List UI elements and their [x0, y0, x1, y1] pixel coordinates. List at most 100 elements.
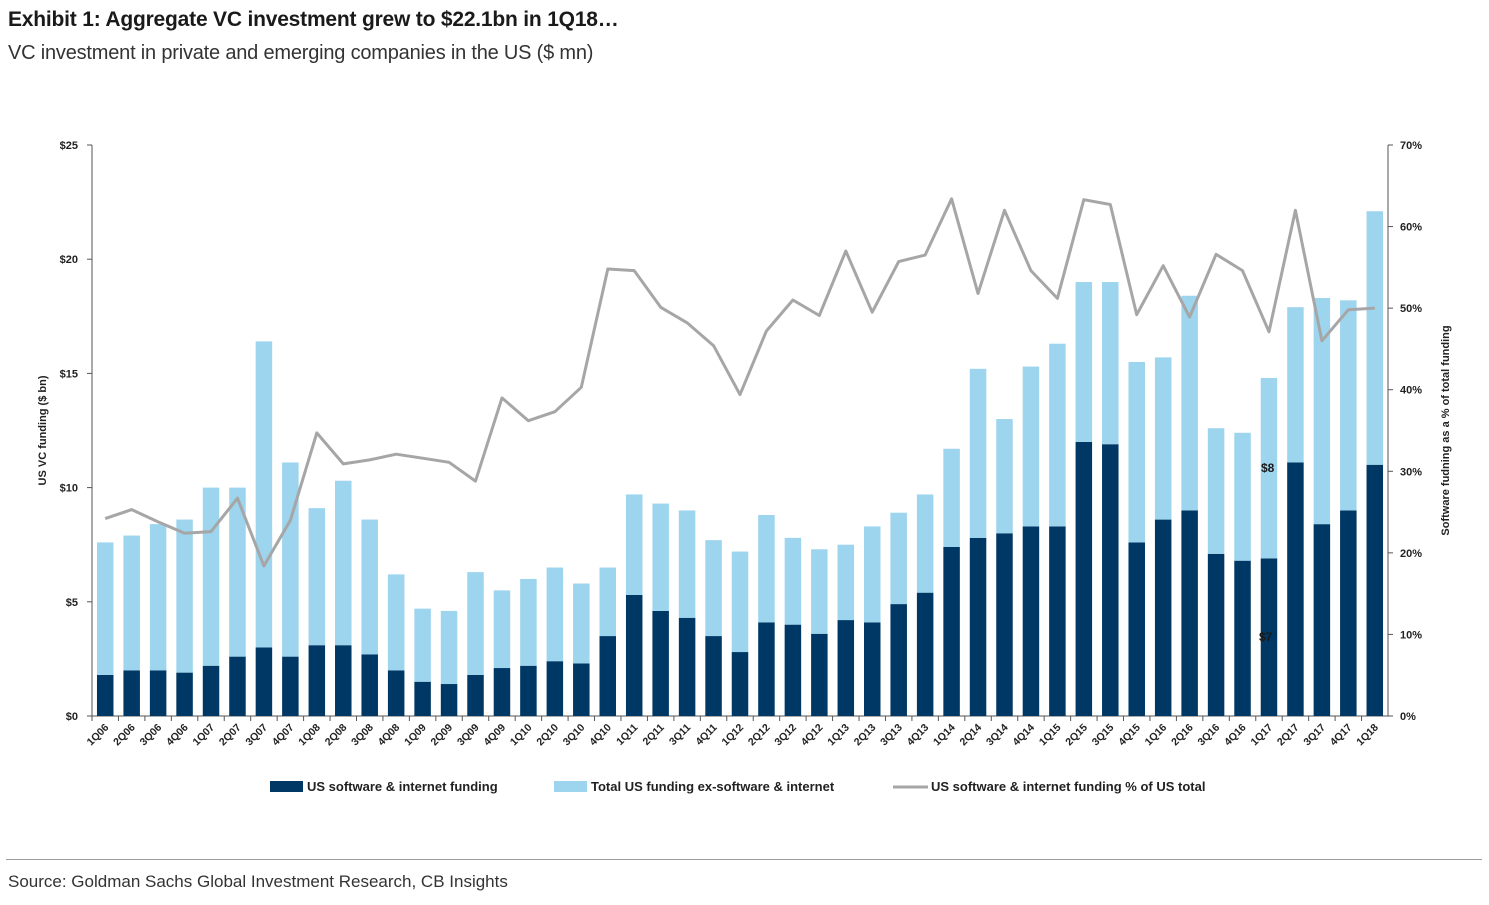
- bar-ex-software: [202, 487, 220, 666]
- x-tick-label: 1Q18: [1354, 722, 1381, 749]
- source-note: Source: Goldman Sachs Global Investment …: [8, 872, 508, 891]
- line-group: [104, 197, 1375, 568]
- x-tick-label: 4Q09: [481, 722, 508, 749]
- x-tick-label: 2Q12: [746, 722, 773, 749]
- x-tick-label: 3Q07: [243, 722, 270, 749]
- x-tick-label: 2Q10: [534, 722, 561, 749]
- x-tick-label: 2Q13: [852, 722, 879, 749]
- bar-software: [652, 610, 669, 716]
- x-tick-label: 1Q12: [719, 722, 746, 749]
- bar-ex-software: [308, 508, 326, 646]
- x-tick-label: 1Q17: [1248, 722, 1275, 749]
- bar-software: [1181, 510, 1198, 716]
- x-tick-label: 1Q10: [508, 722, 535, 749]
- y-tick-label: $15: [60, 368, 78, 380]
- bar-ex-software: [678, 510, 696, 618]
- bar-ex-software: [123, 535, 140, 671]
- y2-tick-label: 40%: [1400, 385, 1422, 397]
- bar-software: [758, 622, 775, 716]
- legend-swatch-software: [270, 781, 303, 792]
- x-tick-label: 3Q15: [1090, 722, 1117, 749]
- bar-software: [1102, 444, 1119, 716]
- x-tick-label: 4Q12: [799, 722, 826, 749]
- page-subtitle: VC investment in private and emerging co…: [8, 42, 594, 64]
- x-tick-label: 3Q12: [772, 722, 799, 749]
- bar-ex-software: [96, 542, 114, 675]
- bar-software: [890, 604, 907, 716]
- x-tick-label: 3Q16: [1196, 722, 1223, 749]
- x-tick-label: 2Q07: [217, 722, 244, 749]
- x-tick-label: 4Q17: [1328, 722, 1355, 749]
- bar-software: [335, 645, 352, 716]
- annotation-label: $7: [1259, 630, 1273, 644]
- bar-software: [546, 661, 564, 716]
- y2-tick-label: 20%: [1400, 548, 1422, 560]
- annotation-label: $8: [1261, 461, 1275, 475]
- bar-ex-software: [255, 341, 273, 648]
- bar-software: [996, 533, 1013, 716]
- x-tick-label: 3Q13: [878, 722, 905, 749]
- bar-ex-software: [758, 515, 775, 623]
- x-tick-label: 2Q06: [111, 722, 138, 749]
- bar-software: [229, 656, 246, 716]
- x-tick-label: 4Q13: [905, 722, 932, 749]
- y-tick-label: $5: [66, 597, 78, 609]
- bar-software: [943, 546, 960, 716]
- legend-label-software: US software & internet funding: [307, 779, 498, 794]
- legend-group: US software & internet funding Total US f…: [270, 779, 1205, 794]
- bar-ex-software: [599, 567, 617, 637]
- bar-software: [1128, 542, 1145, 716]
- x-tick-label: 3Q06: [138, 722, 165, 749]
- bar-software: [308, 645, 326, 716]
- bar-ex-software: [1075, 282, 1093, 442]
- labels-group: $8 $7: [1259, 461, 1275, 644]
- bar-software: [573, 663, 590, 716]
- bar-software: [1260, 558, 1278, 716]
- bar-software: [96, 674, 114, 716]
- y-tick-label: $25: [60, 140, 78, 152]
- x-tick-label: 4Q11: [693, 722, 719, 748]
- bar-ex-software: [705, 540, 722, 637]
- bar-ex-software: [890, 512, 907, 605]
- bar-software: [784, 624, 802, 716]
- bar-ex-software: [1049, 343, 1066, 527]
- bar-ex-software: [440, 610, 458, 685]
- x-tick-label: 4Q10: [587, 722, 614, 749]
- bar-software: [731, 652, 749, 716]
- bar-ex-software: [1260, 377, 1278, 559]
- y2-tick-label: 60%: [1400, 222, 1422, 234]
- bar-software: [705, 636, 722, 716]
- x-tick-label: 4Q16: [1222, 722, 1249, 749]
- bar-ex-software: [943, 448, 960, 547]
- bar-ex-software: [361, 519, 378, 655]
- bar-software: [1154, 519, 1172, 716]
- bar-ex-software: [1128, 361, 1145, 543]
- y-axis-title: US VC funding ($ bn): [37, 375, 49, 485]
- bar-software: [255, 647, 273, 716]
- y-tick-label: $10: [60, 483, 78, 495]
- bar-software: [387, 670, 405, 716]
- bar-ex-software: [1102, 282, 1119, 445]
- x-tick-label: 3Q08: [349, 722, 376, 749]
- bar-ex-software: [1340, 300, 1357, 511]
- page-title: Exhibit 1: Aggregate VC investment grew …: [8, 8, 619, 31]
- bar-software: [916, 592, 934, 716]
- bar-ex-software: [467, 572, 484, 675]
- bar-software: [493, 668, 511, 716]
- bar-software: [625, 594, 643, 716]
- bar-software: [1022, 526, 1040, 716]
- bar-ex-software: [1022, 366, 1040, 527]
- bar-ex-software: [1366, 211, 1384, 465]
- bar-software: [123, 670, 140, 716]
- bar-ex-software: [811, 549, 828, 634]
- x-tick-label: 3Q10: [561, 722, 588, 749]
- bar-software: [811, 633, 828, 716]
- bar-software: [520, 665, 537, 716]
- x-tick-label: 2Q16: [1169, 722, 1196, 749]
- bar-ex-software: [1154, 357, 1172, 520]
- bar-ex-software: [1313, 298, 1331, 525]
- x-tick-label: 2Q08: [323, 722, 350, 749]
- bar-ex-software: [282, 462, 299, 657]
- y2-tick-label: 10%: [1400, 629, 1422, 641]
